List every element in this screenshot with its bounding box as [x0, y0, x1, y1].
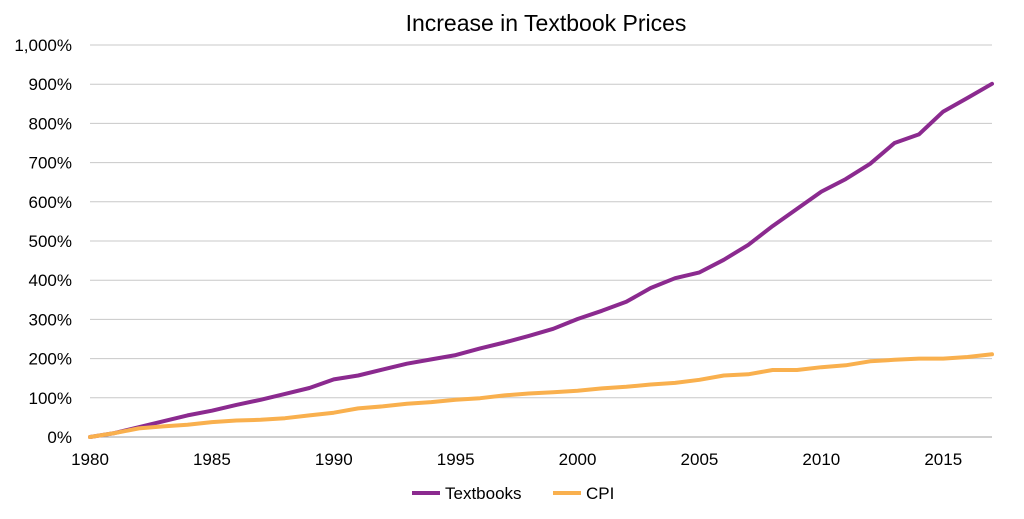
- y-tick-label: 200%: [29, 350, 72, 369]
- x-tick-label: 1995: [437, 450, 475, 469]
- y-tick-label: 700%: [29, 154, 72, 173]
- x-axis-tick-labels: 1980 1985 1990 1995 2000 2005 2010 2015: [71, 450, 962, 469]
- legend: Textbooks CPI: [412, 484, 614, 503]
- x-tick-label: 2015: [924, 450, 962, 469]
- y-tick-label: 600%: [29, 193, 72, 212]
- y-tick-label: 0%: [47, 428, 72, 447]
- chart-title: Increase in Textbook Prices: [406, 10, 687, 36]
- x-tick-label: 1985: [193, 450, 231, 469]
- legend-label-textbooks: Textbooks: [445, 484, 522, 503]
- x-tick-label: 2005: [681, 450, 719, 469]
- series-line-textbooks: [88, 81, 994, 439]
- series-line-cpi: [88, 352, 994, 439]
- y-tick-label: 1,000%: [14, 36, 72, 55]
- y-tick-label: 300%: [29, 310, 72, 329]
- y-tick-label: 500%: [29, 232, 72, 251]
- y-tick-label: 100%: [29, 389, 72, 408]
- x-tick-label: 1990: [315, 450, 353, 469]
- y-tick-label: 800%: [29, 114, 72, 133]
- y-tick-label: 900%: [29, 75, 72, 94]
- y-tick-label: 400%: [29, 271, 72, 290]
- x-tick-label: 2000: [559, 450, 597, 469]
- legend-label-cpi: CPI: [586, 484, 614, 503]
- x-tick-label: 2010: [802, 450, 840, 469]
- gridlines: [90, 44, 992, 438]
- series-lines: [88, 81, 994, 439]
- x-tick-label: 1980: [71, 450, 109, 469]
- y-axis-tick-labels: 0% 100% 200% 300% 400% 500% 600% 700% 800% 900% 1,…: [14, 36, 72, 447]
